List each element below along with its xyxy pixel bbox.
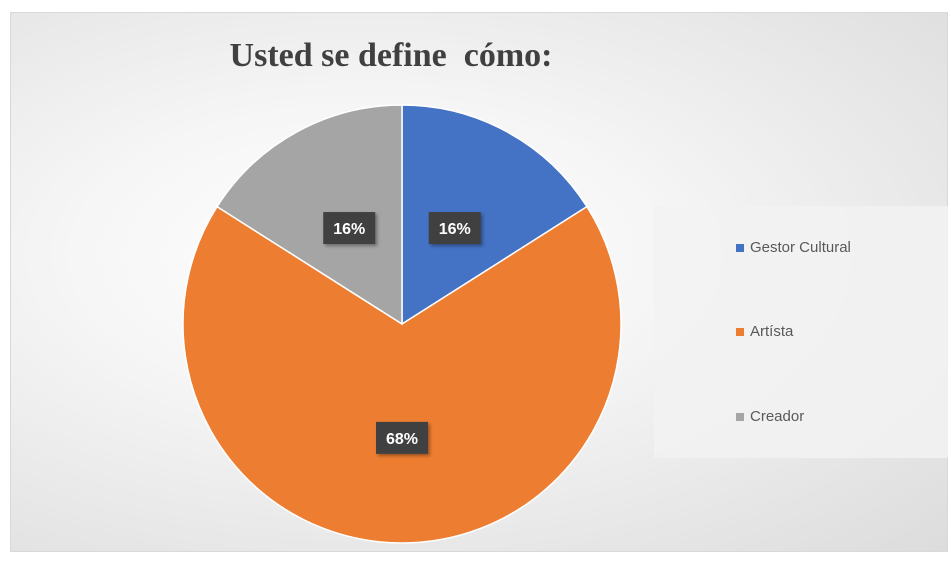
data-label-box	[376, 421, 428, 454]
legend-item-gestor-cultural: Gestor Cultural	[736, 239, 851, 256]
legend-item-artista: Artísta	[736, 323, 793, 340]
data-label-artista: 68%	[376, 421, 428, 454]
pie-slice-artista	[182, 205, 622, 544]
data-label-text: 16%	[333, 221, 365, 238]
legend-item-creador: Creador	[736, 408, 804, 425]
data-label-box	[428, 212, 481, 245]
legend-swatch-artista	[736, 327, 744, 336]
pie-slice-creador	[216, 104, 403, 326]
legend-label-gestor-cultural: Gestor Cultural	[750, 239, 851, 256]
data-label-creador: 16%	[323, 212, 376, 245]
legend-swatch-creador	[736, 412, 744, 421]
chart-area: Usted se define cómo: 16% 68% 16% Gestor C…	[10, 12, 948, 552]
pie-slice-gestor-cultural	[401, 104, 588, 326]
data-label-box	[323, 212, 376, 245]
data-label-gestor-cultural: 16%	[428, 212, 481, 245]
data-label-text: 68%	[386, 431, 418, 448]
pie-chart: 16% 68% 16%	[182, 104, 622, 544]
data-label-text: 16%	[439, 221, 471, 238]
chart-title: Usted se define cómo:	[229, 37, 553, 74]
legend-label-creador: Creador	[750, 408, 805, 425]
legend: Gestor Cultural Artísta Creador	[654, 206, 948, 458]
legend-swatch-gestor-cultural	[736, 243, 744, 252]
legend-label-artista: Artísta	[750, 323, 794, 340]
